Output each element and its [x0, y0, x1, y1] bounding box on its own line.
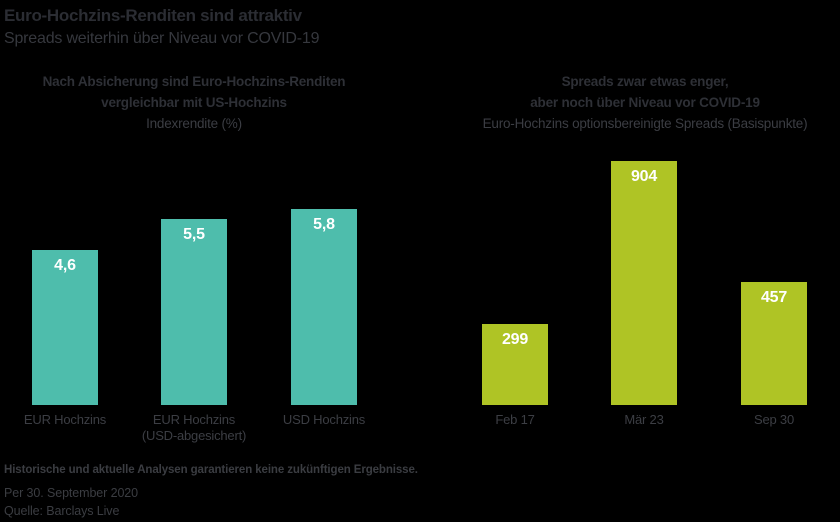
footer-disclaimer: Historische und aktuelle Analysen garant…	[4, 464, 418, 476]
bar-value-label-sep-30: 457	[760, 289, 788, 306]
bar-eur-hochzins: 4,6	[32, 250, 98, 405]
footer-source: Quelle: Barclays Live	[4, 504, 120, 518]
bar-value-label-eur-hochzins: 4,6	[54, 257, 76, 274]
footer-as-of-date: Per 30. September 2020	[4, 486, 139, 500]
right-chart-subtitle: Euro-Hochzins optionsbereinigte Spreads …	[482, 116, 808, 131]
bar-mär-23: 904	[611, 161, 677, 405]
bar-value-label-mär-23: 904	[630, 168, 658, 185]
x-axis-label-eur-hochzins: EUR Hochzins	[23, 412, 107, 427]
bar-value-label-feb-17: 299	[501, 331, 529, 348]
page-subtitle: Spreads weiterhin über Niveau vor COVID-…	[4, 30, 320, 47]
x-axis-label-usd-hochzins: USD Hochzins	[282, 412, 366, 427]
bar-eur-hochzins: 5,5	[161, 219, 227, 405]
x-axis-label-eur-hochzins: EUR Hochzins (USD-abgesichert)	[141, 412, 247, 443]
bar-feb-17: 299	[482, 324, 548, 405]
left-chart-title-line-1: Nach Absicherung sind Euro-Hochzins-Rend…	[42, 74, 346, 89]
bar-usd-hochzins: 5,8	[291, 209, 357, 405]
bar-sep-30: 457	[741, 282, 807, 405]
right-chart-title-line-1: Spreads zwar etwas enger,	[561, 74, 729, 89]
left-chart-title-line-2: vergleichbar mit US-Hochzins	[101, 95, 287, 110]
right-chart-header: Spreads zwar etwas enger, aber noch über…	[455, 71, 835, 134]
page-title: Euro-Hochzins-Renditen sind attraktiv	[4, 6, 302, 25]
right-chart-title-line-2: aber noch über Niveau vor COVID-19	[530, 95, 760, 110]
x-axis-label-feb-17: Feb 17	[495, 412, 535, 427]
left-chart-subtitle: Indexrendite (%)	[146, 116, 242, 131]
bar-value-label-usd-hochzins: 5,8	[313, 216, 335, 233]
x-axis-label-sep-30: Sep 30	[753, 412, 794, 427]
left-chart-header: Nach Absicherung sind Euro-Hochzins-Rend…	[14, 71, 374, 134]
x-axis-label-mär-23: Mär 23	[624, 412, 664, 427]
bar-value-label-eur-hochzins: 5,5	[183, 226, 205, 243]
